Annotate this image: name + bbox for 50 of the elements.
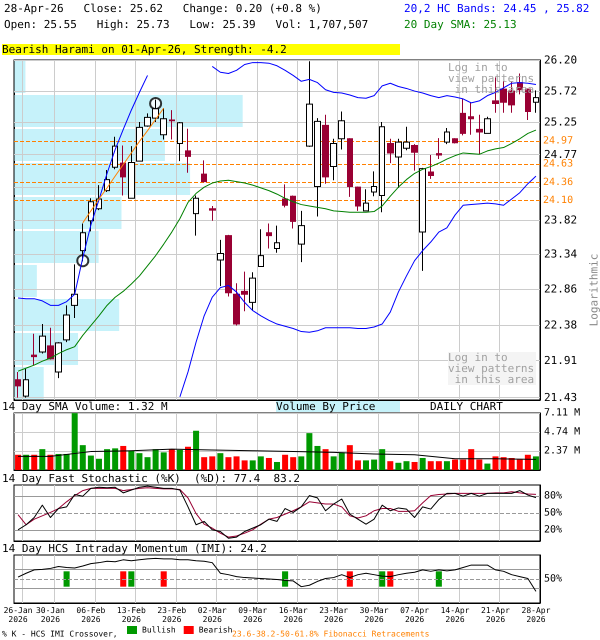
- text: 20,2 HC Bands: 24.45 , 25.82: [404, 2, 590, 15]
- x-tick-label: 14-Apr 2026: [440, 606, 470, 624]
- y-tick-label: 26.20: [544, 54, 578, 66]
- text: 23.6-38.2-50-61.8% Fibonacci Retracements: [232, 630, 430, 638]
- y-tick-label: 7.11 M: [544, 408, 580, 418]
- y-tick-label: 25.72: [544, 84, 578, 98]
- y-tick-label: 2.37 M: [544, 446, 580, 456]
- y-tick-label: 21.43: [544, 391, 578, 404]
- x-tick-label: 23-Feb 2026: [157, 606, 186, 624]
- y-tick-label: 22.38: [544, 318, 578, 332]
- x-tick-label: 21-Apr 2026: [481, 606, 510, 624]
- text: Bearish Harami on 01-Apr-26, Strength: -4.2: [2, 43, 287, 56]
- x-tick-label: 02-Mar 2026: [198, 606, 227, 624]
- annotation: DAILY CHART: [430, 400, 504, 413]
- y-tick-label: 50%: [544, 508, 562, 518]
- x-tick-label: 13-Feb 2026: [116, 606, 146, 624]
- x-tick-label: 06-Feb 2026: [76, 606, 106, 624]
- x-tick-label: 16-Mar 2026: [278, 606, 308, 624]
- text: % K - HCS IMI Crossover,: [2, 630, 118, 638]
- legend-label: Bearish: [198, 626, 233, 634]
- legend-label: Bullish: [142, 626, 176, 634]
- y-tick-label: 22.86: [544, 282, 578, 296]
- annotation: Volume By Price: [276, 400, 376, 413]
- chart-title: 14 Day HCS Intraday Momentum (IMI): 24.2: [2, 542, 267, 555]
- ref-line-label: 24.36: [543, 176, 574, 188]
- text: 20 Day SMA: 25.13: [404, 18, 517, 31]
- chart-title: 28-Apr-26 Close: 25.62 Change: 0.20 (+0.8 %): [4, 2, 322, 15]
- y-tick-label: 25.25: [544, 116, 578, 129]
- ref-line-label: 24.63: [543, 158, 574, 170]
- y-tick-label: 80%: [544, 490, 562, 502]
- y-axis-title: Logarithmic: [588, 254, 600, 326]
- x-tick-label: 28-Apr 2026: [522, 606, 551, 624]
- y-tick-label: 20%: [544, 524, 562, 536]
- y-tick-label: 23.34: [544, 248, 578, 261]
- chart-title: 14 Day Fast Stochastic (%K) (%D): 77.4 83.2: [2, 472, 300, 485]
- y-tick-label: 4.74 M: [544, 426, 580, 438]
- x-tick-label: 30-Jan 2026: [36, 606, 66, 624]
- x-tick-label: 26-Jan 2026: [4, 606, 33, 624]
- chart-subtitle: Open: 25.55 High: 25.73 Low: 25.39 Vol: 1,707,507: [4, 18, 368, 31]
- ref-line-label: 24.10: [543, 194, 574, 206]
- y-tick-label: 50%: [544, 574, 562, 584]
- x-tick-label: 09-Mar 2026: [238, 606, 268, 624]
- ref-line-label: 24.97: [543, 135, 574, 146]
- annotation: Log in to view patterns in this area: [448, 351, 534, 386]
- x-tick-label: 23-Mar 2026: [319, 606, 348, 624]
- x-tick-label: 30-Mar 2026: [360, 606, 389, 624]
- y-tick-label: 21.91: [544, 354, 578, 367]
- y-tick-label: 23.82: [544, 214, 578, 227]
- chart-title: 14 Day SMA Volume: 1.32 M: [2, 400, 168, 413]
- x-tick-label: 07-Apr 2026: [400, 606, 430, 624]
